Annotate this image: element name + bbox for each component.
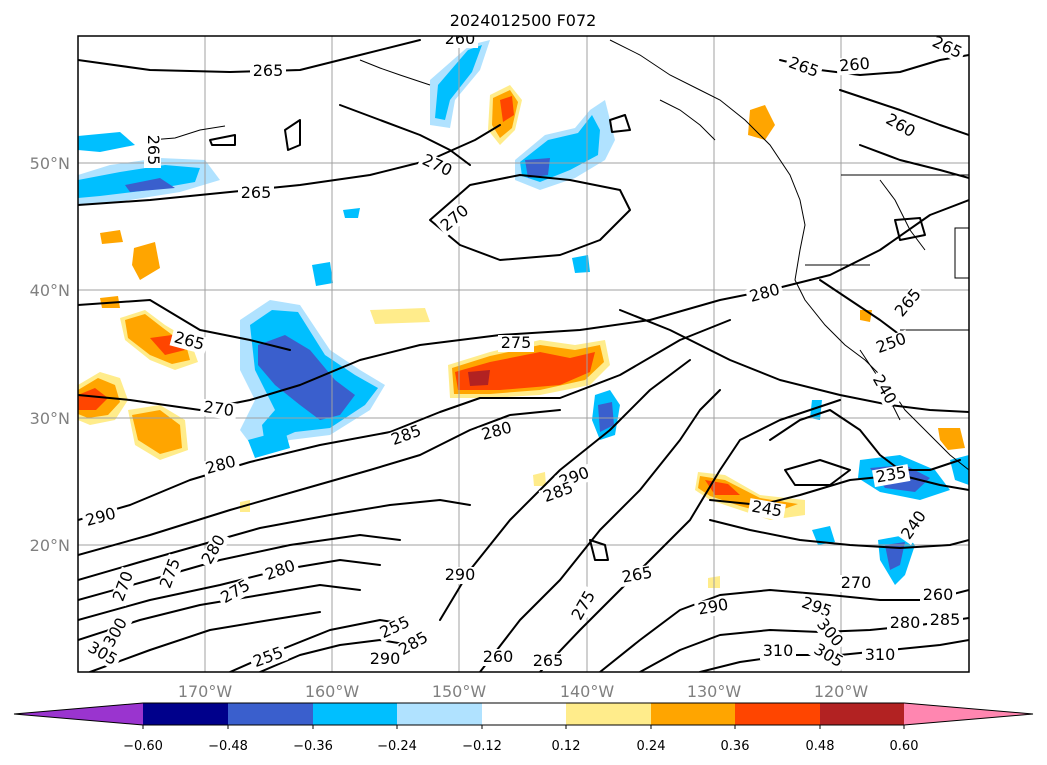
contour-label: 290 — [370, 649, 401, 668]
colorbar-tick-label: 0.60 — [890, 739, 919, 754]
colorbar-segment — [313, 703, 397, 725]
lat-label: 40°N — [30, 281, 70, 300]
map-frame — [77, 35, 970, 673]
contour-label: 270 — [109, 569, 137, 604]
contour-label: 260 — [445, 29, 476, 48]
contour-label: 280 — [890, 613, 921, 632]
contour-label: 255 — [251, 643, 286, 671]
coastlines — [149, 39, 969, 471]
lon-label: 140°W — [560, 682, 615, 701]
contour-label: 265 — [253, 61, 284, 80]
lon-label: 150°W — [432, 682, 487, 701]
colorbar-tick-label: 0.48 — [806, 739, 835, 754]
colorbar: −0.60 −0.48 −0.36 −0.24 −0.12 0.12 0.24 … — [13, 702, 1034, 754]
colorbar-segment — [482, 703, 566, 725]
contour-label: 280 — [479, 418, 513, 444]
colorbar-tick-label: −0.24 — [377, 739, 417, 754]
positive-shading — [78, 85, 965, 588]
lat-label: 30°N — [30, 409, 70, 428]
colorbar-segment — [566, 703, 651, 725]
contour-label: 280 — [263, 556, 298, 584]
contour-label: 275 — [501, 333, 532, 352]
contour-label: 265 — [620, 563, 653, 587]
contour-label: 265 — [786, 53, 821, 81]
colorbar-segment — [651, 703, 735, 725]
contour-label: 260 — [483, 647, 514, 666]
lon-label: 120°W — [814, 682, 869, 701]
contour-label: 265 — [144, 135, 163, 166]
lon-label: 170°W — [178, 682, 233, 701]
latitude-labels: 50°N 40°N 30°N 20°N — [30, 154, 70, 555]
colorbar-extend-high — [904, 703, 1033, 725]
colorbar-segment — [143, 703, 228, 725]
colorbar-segment — [735, 703, 820, 725]
contour-label: 245 — [750, 497, 783, 521]
lat-label: 50°N — [30, 154, 70, 173]
contour-label: 285 — [389, 421, 424, 449]
contour-label: 275 — [156, 556, 184, 591]
colorbar-ticks: −0.60 −0.48 −0.36 −0.24 −0.12 0.12 0.24 … — [123, 725, 918, 754]
colorbar-tick-label: −0.36 — [293, 739, 333, 754]
contour-label: 285 — [930, 610, 961, 629]
longitude-labels: 170°W 160°W 150°W 140°W 130°W 120°W — [178, 682, 869, 701]
colorbar-tick-label: −0.60 — [123, 739, 163, 754]
contour-label: 280 — [203, 452, 237, 478]
lon-label: 160°W — [305, 682, 360, 701]
lat-label: 20°N — [30, 536, 70, 555]
colorbar-extend-low — [14, 703, 143, 725]
contour-label: 290 — [696, 595, 729, 619]
negative-shading — [78, 40, 969, 585]
contour-label: 270 — [841, 573, 872, 592]
contour-label: 265 — [241, 183, 272, 202]
colorbar-tick-label: 0.36 — [721, 739, 750, 754]
colorbar-segment — [397, 703, 482, 725]
colorbar-segment — [228, 703, 313, 725]
contour-label: 260 — [838, 54, 870, 76]
contour-label: 265 — [533, 651, 564, 670]
map-area: 265 270 270 265 265 260 260 260 265 265 … — [78, 29, 969, 672]
contour-label: 260 — [923, 585, 954, 604]
contour-label: 290 — [445, 565, 476, 584]
contour-label: 310 — [865, 645, 896, 664]
contour-label: 280 — [747, 280, 781, 306]
colorbar-tick-label: 0.12 — [552, 739, 581, 754]
colorbar-tick-label: −0.48 — [208, 739, 248, 754]
colorbar-tick-label: −0.12 — [462, 739, 502, 754]
colorbar-segment — [820, 703, 904, 725]
contour-label: 270 — [202, 397, 235, 420]
colorbar-tick-label: 0.24 — [637, 739, 666, 754]
contour-label: 310 — [763, 641, 794, 660]
contour-labels: 265 270 270 265 265 260 260 260 265 265 … — [81, 29, 967, 672]
contour-label: 285 — [541, 478, 576, 506]
lon-label: 130°W — [687, 682, 742, 701]
contour-label: 290 — [83, 504, 117, 530]
map-title: 2024012500 F072 — [450, 11, 597, 30]
contour-label: 250 — [874, 329, 909, 357]
